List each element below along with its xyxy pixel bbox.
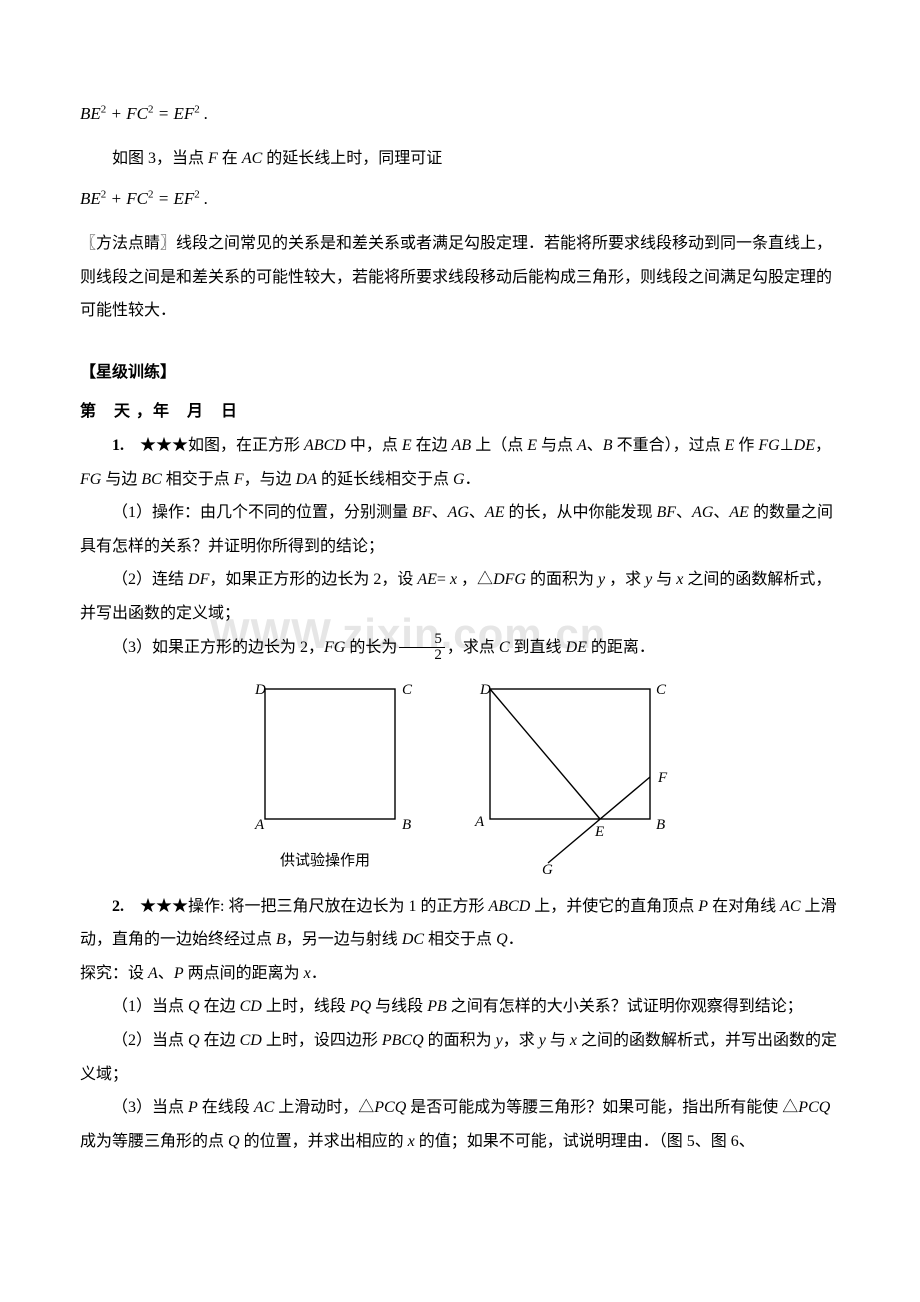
q1-part1: （1）操作：由几个不同的位置，分别测量 BF、AG、AE 的长，从中你能发现 B… (80, 496, 840, 563)
method-body: 线段之间常见的关系是和差关系或者满足勾股定理．若能将所要求线段移动到同一条直线上… (80, 235, 832, 319)
svg-text:C: C (402, 682, 413, 698)
svg-text:F: F (657, 770, 668, 786)
equation-1: BE2 + FC2 = EF2 . (80, 96, 840, 132)
q1-part3: （3）如果正方形的边长为 2，FG 的长为52，求点 C 到直线 DE 的距离． (80, 631, 840, 665)
svg-text:B: B (402, 817, 411, 833)
q1-number: 1. (112, 437, 124, 454)
figure-1-caption: 供试验操作用 (280, 846, 370, 878)
fraction-5-2: 52 (399, 632, 445, 663)
equation-2: BE2 + FC2 = EF2 . (80, 181, 840, 217)
svg-text:C: C (656, 682, 667, 698)
date-line: 第 天 ，年 月 日 (80, 395, 840, 429)
method-label: 〖方法点睛〗 (80, 235, 176, 252)
q2-number: 2. (112, 898, 124, 915)
svg-text:D: D (479, 682, 491, 698)
q1-part2: （2）连结 DF，如果正方形的边长为 2，设 AE= x ，△DFG 的面积为 … (80, 563, 840, 630)
svg-text:B: B (656, 817, 665, 833)
figure-2-box: D C A B E F G (460, 674, 690, 878)
q2-stars: ★★★ (140, 898, 188, 915)
svg-text:D: D (254, 682, 266, 698)
training-heading: 【星级训练】 (80, 356, 840, 390)
svg-text:A: A (474, 814, 485, 830)
q2-stem: 2. ★★★操作: 将一把三角尺放在边长为 1 的正方形 ABCD 上，并使它的… (80, 890, 840, 957)
q1-stem-text: 如图，在正方形 ABCD 中，点 E 在边 AB 上（点 E 与点 A、B 不重… (80, 437, 831, 488)
figure-2-svg: D C A B E F G (460, 674, 690, 874)
q2-explore: 探究：设 A、P 两点间的距离为 x． (80, 957, 840, 991)
q2-part1: （1）当点 Q 在边 CD 上时，线段 PQ 与线段 PB 之间有怎样的大小关系… (80, 990, 840, 1024)
q1-part3-suffix: ，求点 C 到直线 DE 的距离． (447, 639, 655, 656)
figure-1-box: D C A B 供试验操作用 (230, 674, 420, 878)
q1-part3-prefix: （3）如果正方形的边长为 2，FG 的长为 (112, 639, 397, 656)
svg-text:G: G (542, 862, 553, 874)
q2-stem-text: 操作: 将一把三角尺放在边长为 1 的正方形 ABCD 上，并使它的直角顶点 P… (80, 898, 837, 949)
svg-text:E: E (594, 824, 604, 840)
svg-text:A: A (254, 817, 265, 833)
q2-part3: （3）当点 P 在线段 AC 上滑动时，△PCQ 是否可能成为等腰三角形？如果可… (80, 1091, 840, 1158)
figure-1-svg: D C A B (230, 674, 420, 844)
figure-row: D C A B 供试验操作用 D C (80, 674, 840, 878)
q1-stars: ★★★ (140, 437, 188, 454)
q2-part2: （2）当点 Q 在边 CD 上时，设四边形 PBCQ 的面积为 y，求 y 与 … (80, 1024, 840, 1091)
method-para: 〖方法点睛〗线段之间常见的关系是和差关系或者满足勾股定理．若能将所要求线段移动到… (80, 227, 840, 328)
intro-para: 如图 3，当点 F 在 AC 的延长线上时，同理可证 (80, 142, 840, 176)
q1-stem: 1. ★★★如图，在正方形 ABCD 中，点 E 在边 AB 上（点 E 与点 … (80, 429, 840, 496)
